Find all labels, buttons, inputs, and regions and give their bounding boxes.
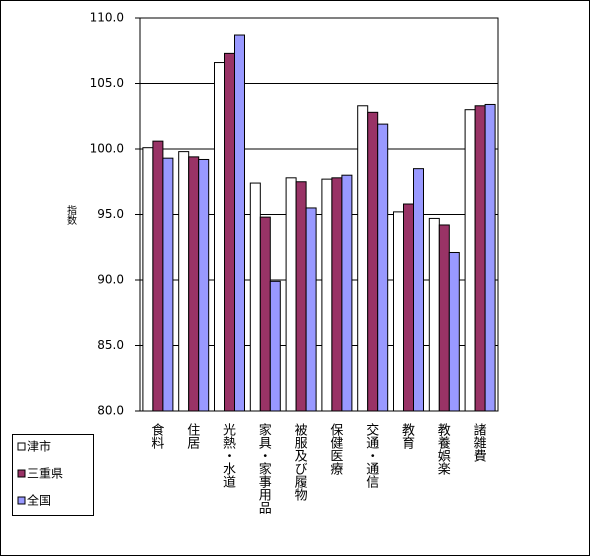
bar (188, 156, 200, 412)
bar (198, 158, 210, 412)
bar (484, 103, 496, 412)
bar (152, 140, 164, 412)
bar (295, 181, 307, 412)
x-tick-label: 家具・家事用品 (256, 422, 272, 514)
plot-area (139, 17, 499, 412)
bar (142, 147, 154, 412)
y-tick-label: 95.0 (97, 207, 124, 221)
x-tick-label: 教養娯楽 (435, 422, 451, 475)
bar (357, 105, 369, 412)
legend-label: 三重県 (27, 467, 63, 481)
bar (464, 109, 476, 412)
bar (269, 280, 281, 412)
legend-swatch (17, 442, 26, 451)
bar (331, 177, 343, 412)
y-tick-label: 85.0 (97, 338, 124, 352)
x-tick-label: 被服及び履物 (292, 423, 308, 502)
x-tick-label: 住居 (184, 423, 200, 449)
bar (178, 151, 190, 412)
bar (341, 174, 353, 412)
bar (377, 123, 389, 412)
x-tick-label: 食料 (148, 422, 164, 449)
bar (321, 178, 333, 412)
bar (224, 52, 235, 412)
bar (403, 203, 414, 412)
bar (438, 224, 450, 412)
y-tick-label: 110.0 (90, 11, 124, 25)
legend-swatch (17, 496, 26, 505)
bar (474, 105, 486, 412)
x-tick-label: 保健医療 (327, 423, 343, 475)
bar (448, 251, 460, 412)
y-tick-label: 105.0 (90, 76, 124, 90)
legend (12, 434, 94, 516)
y-tick-label: 100.0 (90, 142, 124, 156)
bar (393, 211, 404, 412)
bar (259, 216, 271, 412)
bar (214, 62, 225, 412)
bar (249, 182, 261, 412)
bar (285, 177, 297, 412)
x-tick-label: 交通・通信 (363, 422, 379, 488)
legend-label: 全国 (27, 493, 51, 508)
bar (162, 157, 174, 412)
bar (305, 207, 317, 412)
y-tick-label: 90.0 (97, 273, 124, 287)
x-tick-label: 教育 (399, 422, 415, 450)
bar (234, 34, 245, 412)
x-tick-label: 諸雑費 (471, 422, 487, 462)
bar (413, 168, 424, 412)
bar (367, 111, 379, 412)
x-tick-label: 光熱・水道 (220, 423, 236, 488)
y-axis-label: 指数 (65, 204, 77, 226)
y-tick-label: 80.0 (97, 404, 124, 418)
legend-swatch (17, 469, 26, 478)
bar (428, 217, 440, 412)
legend-label: 津市 (27, 439, 51, 454)
